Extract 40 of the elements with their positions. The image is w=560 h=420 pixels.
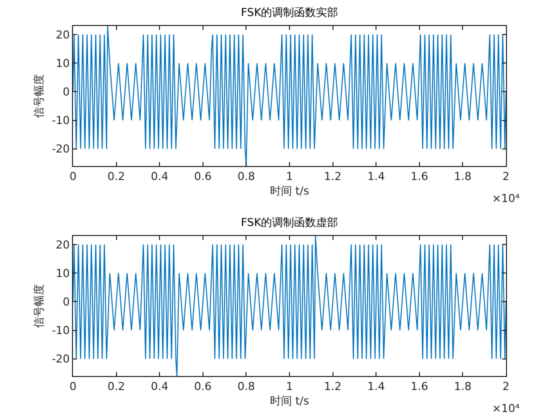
x-tick-label: 0.6 [194,170,212,184]
x-tick-label: 1.2 [324,170,342,184]
x-tick-label: 0.2 [108,380,126,394]
x-axis-title: 时间 t/s [270,394,310,408]
x-tick-label: 1.6 [410,380,428,394]
y-tick-label: 20 [56,28,70,42]
y-tick-label: 0 [62,296,70,309]
line-series [73,236,506,376]
y-tick-label: -10 [52,114,70,128]
x-tick-label: 0.8 [237,380,255,394]
chart-title: FSK的调制函数虚部 [240,216,338,230]
x-tick-label: 1 [286,380,293,394]
y-tick-label: 0 [62,86,70,99]
x-tick-label: 1.4 [367,380,385,394]
x-tick-label: 1.8 [454,380,472,394]
y-tick-label: -20 [52,352,70,366]
x-tick-label: 1.6 [410,170,428,184]
x-tick-label: 0.6 [194,380,212,394]
x-tick-label: 0.4 [150,170,168,184]
x-tick-label: 0.2 [108,170,126,184]
y-tick-label: -10 [52,324,70,338]
y-tick-label: 20 [56,238,70,252]
text: ×10⁴ [492,192,520,205]
y-axis-title: 信号幅度 [32,74,46,118]
y-axis-title: 信号幅度 [32,284,46,328]
x-tick-label: 0.4 [150,380,168,394]
y-tick-label: -20 [52,142,70,156]
text: ×10⁴ [492,402,520,415]
x-tick-label: 2 [502,380,510,394]
y-tick-label: 10 [56,56,70,70]
x-tick-label: 1.2 [324,380,342,394]
x-tick-label: 2 [502,170,510,184]
line-series [73,26,506,166]
chart-title: FSK的调制函数实部 [240,6,338,20]
x-tick-label: 1.4 [367,170,385,184]
x-tick-label: 1.8 [454,170,472,184]
x-axis-title: 时间 t/s [270,184,310,198]
x-tick-label: 0.8 [237,170,255,184]
x-tick-label: 1 [286,170,293,184]
y-tick-label: 10 [56,266,70,280]
